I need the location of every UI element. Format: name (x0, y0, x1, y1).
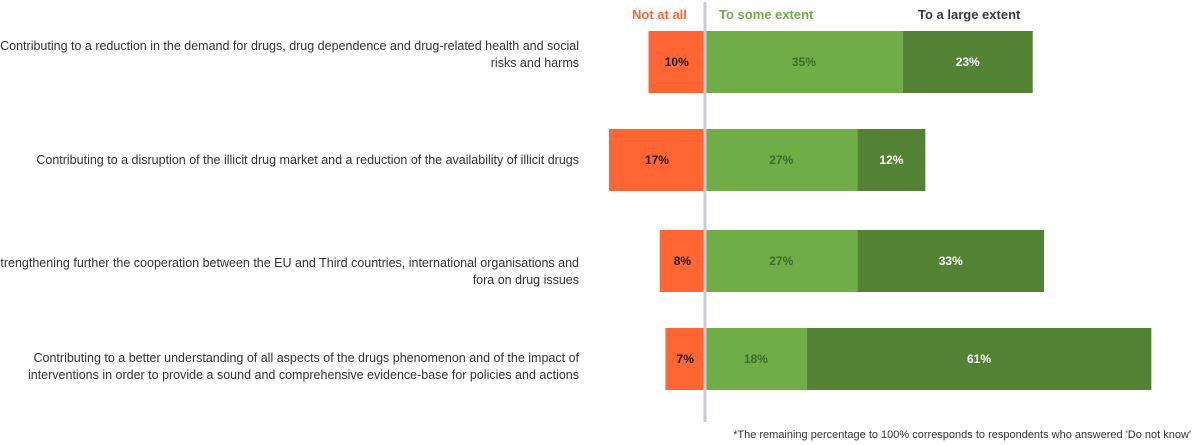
value-label-to-some-extent-1: 27% (769, 153, 793, 167)
value-label-to-some-extent-3: 18% (744, 352, 768, 366)
value-label-to-some-extent-0: 35% (792, 55, 816, 69)
category-label-international-cooperation: Strengthening further the cooperation be… (0, 256, 579, 287)
value-label-to-a-large-extent-3: 61% (967, 352, 991, 366)
bar-not-at-all-3 (665, 328, 705, 390)
value-label-to-a-large-extent-0: 23% (956, 55, 980, 69)
legend-not-at-all: Not at all (632, 7, 687, 22)
value-label-not-at-all-1: 17% (645, 153, 669, 167)
footnote: *The remaining percentage to 100% corres… (733, 429, 1191, 441)
value-label-not-at-all-2: 8% (674, 254, 692, 268)
bar-to-a-large-extent-2 (857, 230, 1044, 292)
category-label-understanding-phenomenon: Contributing to a better understanding o… (27, 351, 579, 382)
bar-to-a-large-extent-1 (857, 129, 926, 191)
bar-to-some-extent-2 (705, 230, 858, 292)
bar-not-at-all-1 (608, 129, 705, 191)
bar-not-at-all-2 (659, 230, 705, 292)
value-label-not-at-all-0: 10% (665, 55, 689, 69)
bar-to-some-extent-0 (705, 31, 903, 93)
bar-to-some-extent-1 (705, 129, 858, 191)
bar-to-a-large-extent-0 (902, 31, 1033, 93)
value-label-not-at-all-3: 7% (677, 352, 695, 366)
bar-to-some-extent-3 (705, 328, 807, 390)
category-label-demand-reduction: Contributing to a reduction in the deman… (0, 39, 579, 70)
value-label-to-some-extent-2: 27% (769, 254, 793, 268)
bar-to-a-large-extent-3 (806, 328, 1152, 390)
value-label-to-a-large-extent-1: 12% (879, 153, 903, 167)
legend-to-some-extent: To some extent (719, 7, 814, 22)
category-label-market-disruption: Contributing to a disruption of the illi… (36, 153, 579, 167)
legend-to-a-large-extent: To a large extent (918, 7, 1021, 22)
bar-not-at-all-0 (648, 31, 705, 93)
value-label-to-a-large-extent-2: 33% (939, 254, 963, 268)
